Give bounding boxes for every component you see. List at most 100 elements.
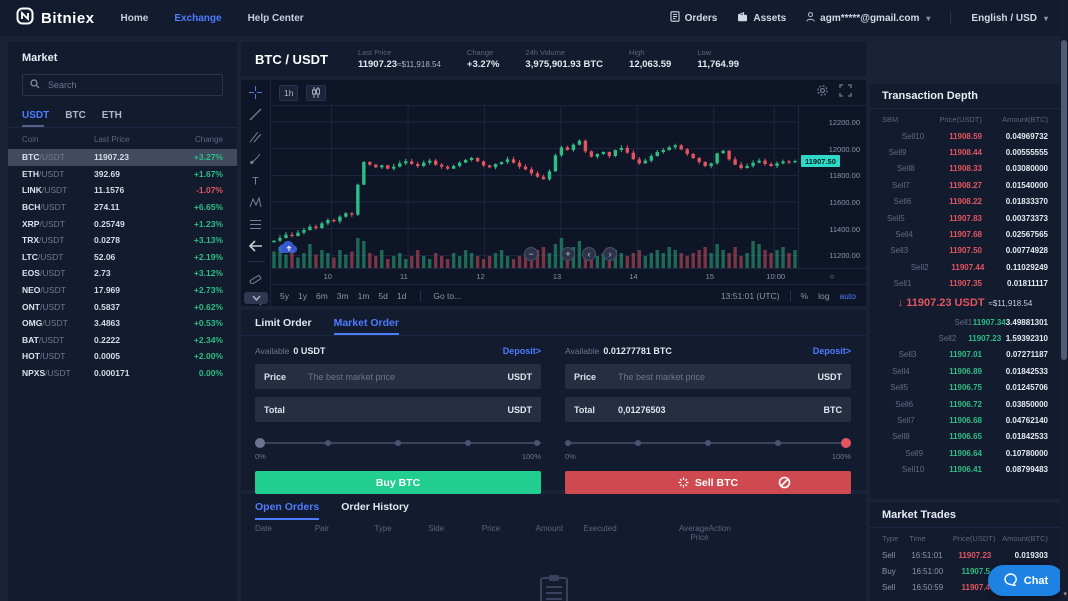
chart-settings-gear-icon[interactable]	[816, 84, 829, 102]
orders-link[interactable]: Orders	[670, 11, 717, 25]
sell-slider-thumb[interactable]	[840, 438, 851, 448]
time-axis[interactable]: 10 11 12 13 14 15 10:00	[271, 268, 798, 284]
buy-total-field[interactable]: Total USDT	[255, 397, 541, 422]
sell-price-field[interactable]: Price USDT	[565, 364, 851, 389]
range-button[interactable]: 5y	[280, 290, 289, 301]
slider-dot[interactable]	[325, 440, 332, 446]
sell-deposit-link[interactable]: Deposit>	[812, 346, 851, 356]
depth-sell-row[interactable]: Sell6 11908.22 0.01833370	[870, 194, 1060, 210]
buy-price-input[interactable]	[306, 370, 508, 383]
price-axis[interactable]: 12200.00 12000.00 11800.00 11600.00 11400.00…	[798, 106, 866, 268]
scale-option[interactable]: log	[818, 290, 830, 301]
range-button[interactable]: 1d	[396, 290, 407, 301]
trendline-icon[interactable]	[247, 108, 265, 121]
market-row[interactable]: LTC/USDT 52.06 +2.19%	[8, 249, 237, 266]
depth-sell-row[interactable]: Sell2 11907.44 0.11029249	[870, 259, 1060, 275]
depth-buy-row[interactable]: Sell3 11907.01 0.07271187	[870, 347, 1060, 363]
market-quote-tab[interactable]: ETH	[101, 110, 122, 121]
slider-dot[interactable]	[565, 440, 571, 446]
depth-sell-row[interactable]: Sell7 11908.27 0.01540000	[870, 177, 1060, 193]
sell-total-field[interactable]: Total BTC	[565, 397, 851, 422]
nav-menu-item[interactable]: Help Center	[247, 12, 304, 24]
market-row[interactable]: LINK/USDT 11.1576 -1.07%	[8, 182, 237, 199]
chart-clock[interactable]: 13:51:01 (UTC)	[721, 290, 791, 301]
measure-icon[interactable]	[247, 271, 265, 284]
search-box[interactable]	[22, 74, 223, 96]
market-quote-tab[interactable]: BTC	[65, 110, 86, 121]
market-row[interactable]: BTC/USDT 11907.23 +3.27%	[8, 149, 237, 166]
brand[interactable]: Bitniex	[16, 7, 95, 30]
depth-sell-row[interactable]: Sell1 11907.35 0.01811117	[870, 276, 1060, 292]
pattern-tool-icon[interactable]	[247, 196, 265, 209]
scale-option[interactable]: %	[800, 290, 809, 301]
fullscreen-icon[interactable]	[839, 83, 852, 102]
orders-tab[interactable]: Order History	[341, 501, 409, 513]
interval-button[interactable]: 1h	[279, 84, 299, 101]
market-row[interactable]: OMG/USDT 3.4863 +0.53%	[8, 315, 237, 332]
parallel-channel-icon[interactable]	[247, 130, 265, 143]
scrollbar-thumb[interactable]	[1061, 40, 1067, 360]
fib-retracement-icon[interactable]	[247, 218, 265, 231]
market-row[interactable]: EOS/USDT 2.73 +3.12%	[8, 265, 237, 282]
range-button[interactable]: 3m	[336, 290, 349, 301]
search-input[interactable]	[46, 79, 215, 91]
depth-sell-row[interactable]: Sell5 11907.83 0.00373373	[870, 210, 1060, 226]
collapse-toolbar-button[interactable]	[244, 292, 268, 304]
text-tool-icon[interactable]: T	[247, 174, 265, 188]
scrollbar-down-arrow[interactable]: ▾	[1063, 591, 1067, 598]
market-quote-tab[interactable]: USDT	[22, 106, 49, 127]
market-row[interactable]: NPXS/USDT 0.000171 0.00%	[8, 365, 237, 382]
market-row[interactable]: NEO/USDT 17.969 +2.73%	[8, 282, 237, 299]
depth-buy-row[interactable]: Sell10 11906.41 0.08799483	[870, 461, 1060, 477]
depth-buy-row[interactable]: Sell5 11906.75 0.01245706	[870, 379, 1060, 395]
chart-nav-button[interactable]: ‹	[582, 247, 596, 261]
page-scrollbar[interactable]: ▾	[1060, 0, 1068, 601]
range-button[interactable]: 5d	[378, 290, 388, 301]
buy-slider-thumb[interactable]	[255, 438, 265, 448]
depth-sell-row[interactable]: Sell4 11907.68 0.02567565	[870, 226, 1060, 242]
assets-link[interactable]: Assets	[737, 11, 786, 25]
sell-button[interactable]: Sell BTC	[565, 471, 851, 494]
range-button[interactable]: 6m	[315, 290, 328, 301]
order-type-tab[interactable]: Market Order	[333, 310, 400, 335]
depth-sell-row[interactable]: Sell8 11908.33 0.03080000	[870, 161, 1060, 177]
orders-tab[interactable]: Open Orders	[255, 494, 320, 520]
sell-price-input[interactable]	[616, 370, 818, 383]
axis-circle-icon[interactable]: ○	[829, 272, 835, 281]
slider-dot[interactable]	[775, 440, 782, 446]
market-row[interactable]: BAT/USDT 0.2222 +2.34%	[8, 332, 237, 349]
buy-deposit-link[interactable]: Deposit>	[502, 346, 541, 356]
nav-menu-item[interactable]: Exchange	[174, 12, 222, 24]
slider-dot[interactable]	[465, 440, 472, 446]
depth-buy-row[interactable]: Sell6 11906.72 0.03850000	[870, 396, 1060, 412]
buy-amount-slider[interactable]	[255, 438, 541, 448]
sell-total-input[interactable]	[616, 403, 824, 416]
account-menu[interactable]: agm*****@gmail.com ▾	[806, 11, 930, 25]
range-button[interactable]: 1y	[297, 290, 307, 301]
undo-arrow-icon[interactable]	[247, 240, 265, 252]
depth-buy-row[interactable]: Sell1 11907.34 3.49881301	[870, 314, 1060, 330]
nav-menu-item[interactable]: Home	[120, 12, 149, 24]
sell-amount-slider[interactable]	[565, 438, 851, 448]
slider-dot[interactable]	[705, 440, 712, 446]
chart-style-button[interactable]	[306, 84, 327, 101]
slider-dot[interactable]	[533, 440, 540, 446]
depth-buy-row[interactable]: Sell2 11907.23 1.59392310	[870, 330, 1060, 346]
buy-price-field[interactable]: Price USDT	[255, 364, 541, 389]
depth-sell-row[interactable]: Sell3 11907.50 0.00774928	[870, 243, 1060, 259]
range-button[interactable]: 1m	[357, 290, 370, 301]
market-row[interactable]: TRX/USDT 0.0278 +3.13%	[8, 232, 237, 249]
depth-buy-row[interactable]: Sell7 11906.68 0.04762140	[870, 412, 1060, 428]
candlestick-chart[interactable]	[271, 106, 798, 268]
depth-sell-row[interactable]: Sell10 11908.59 0.04969732	[870, 128, 1060, 144]
goto-button[interactable]: Go to...	[420, 290, 461, 301]
buy-total-input[interactable]	[306, 403, 508, 416]
order-type-tab[interactable]: Limit Order	[255, 316, 312, 329]
market-row[interactable]: HOT/USDT 0.0005 +2.00%	[8, 348, 237, 365]
depth-buy-row[interactable]: Sell8 11906.65 0.01842533	[870, 429, 1060, 445]
depth-buy-row[interactable]: Sell4 11906.89 0.01842533	[870, 363, 1060, 379]
locale-menu[interactable]: English / USD ▾	[971, 13, 1048, 24]
brush-icon[interactable]	[247, 152, 265, 165]
depth-sell-row[interactable]: Sell9 11908.44 0.00555555	[870, 144, 1060, 160]
slider-dot[interactable]	[395, 440, 402, 446]
